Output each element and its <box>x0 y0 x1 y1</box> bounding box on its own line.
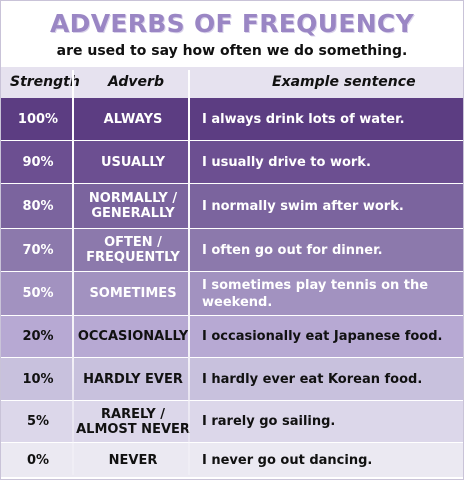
page-subtitle: are used to say how often we do somethin… <box>56 43 408 59</box>
table-row: 80% NORMALLY / GENERALLY I normally swim a… <box>0 184 464 228</box>
table-row: 100% ALWAYS I always drink lots of water. <box>0 98 464 140</box>
table-row: 20% OCCASIONALLY I occasionally eat Japane… <box>0 316 464 357</box>
strength-cell: 20% <box>22 329 54 344</box>
table-header: Strength Adverb Example sentence <box>0 67 464 98</box>
adverb-cell: HARDLY EVER <box>83 371 183 387</box>
example-cell: I usually drive to work. <box>202 154 371 170</box>
table-row: 50% SOMETIMES I sometimes play tennis on t… <box>0 272 464 315</box>
example-cell: I rarely go sailing. <box>202 414 336 429</box>
strength-cell: 90% <box>22 154 54 170</box>
table-row: 10% HARDLY EVER I hardly ever eat Korean f… <box>0 358 464 400</box>
table-row: 5% RARELY / ALMOST NEVER I rarely go saili… <box>0 401 464 442</box>
strength-cell: 100% <box>17 111 59 127</box>
table-row: 70% OFTEN / FREQUENTLY I often go out for … <box>0 229 464 271</box>
table-row: 90% USUALLY I usually drive to work. <box>0 141 464 183</box>
strength-cell: 80% <box>22 198 54 214</box>
adverb-cell: OFTEN / FREQUENTLY <box>86 235 180 265</box>
example-cell: I normally swim after work. <box>202 198 404 214</box>
example-cell: I always drink lots of water. <box>202 111 405 127</box>
column-divider <box>188 70 190 475</box>
example-cell: I often go out for dinner. <box>202 242 383 258</box>
strength-cell: 10% <box>22 371 54 387</box>
example-cell: I sometimes play tennis on the weekend. <box>202 277 429 310</box>
adverb-cell: NEVER <box>108 452 158 468</box>
header-example: Example sentence <box>272 74 416 90</box>
adverb-cell: RARELY / ALMOST NEVER <box>76 406 190 437</box>
table-row: 0% NEVER I never go out dancing. <box>0 443 464 477</box>
adverb-cell: ALWAYS <box>103 111 163 127</box>
adverb-cell: OCCASIONALLY <box>77 329 189 344</box>
adverb-cell: SOMETIMES <box>89 286 177 301</box>
strength-cell: 50% <box>22 286 54 301</box>
header-strength: Strength <box>10 74 80 90</box>
strength-cell: 0% <box>26 452 50 468</box>
adverb-cell: NORMALLY / GENERALLY <box>88 191 178 221</box>
column-divider <box>72 70 74 475</box>
example-cell: I occasionally eat Japanese food. <box>202 329 443 344</box>
adverb-cell: USUALLY <box>100 154 166 170</box>
strength-cell: 5% <box>26 414 50 429</box>
strength-cell: 70% <box>22 242 54 258</box>
example-cell: I never go out dancing. <box>202 452 373 468</box>
page-title: ADVERBS OF FREQUENCY <box>50 9 414 38</box>
example-cell: I hardly ever eat Korean food. <box>202 371 423 387</box>
header-adverb: Adverb <box>108 74 164 90</box>
